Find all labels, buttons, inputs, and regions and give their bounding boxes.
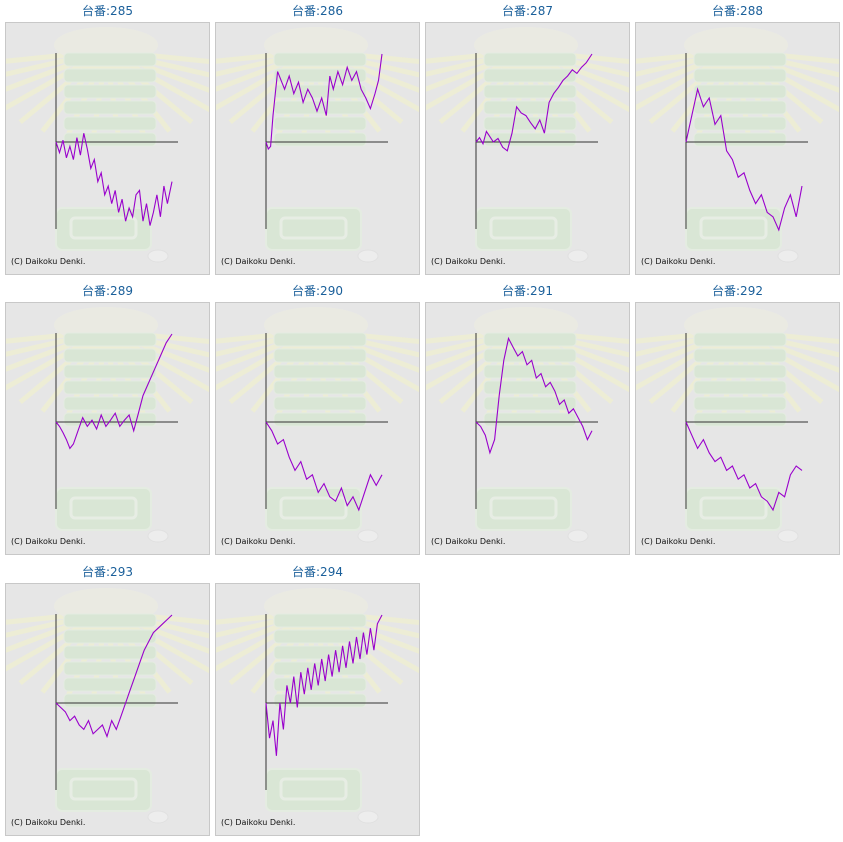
background-illustration [6,588,209,824]
chart-title[interactable]: 台番:294 [292,565,343,579]
slump-graph [6,307,209,543]
background-illustration [216,307,419,543]
chart-cell: 台番:293 (C) Daikoku Denki. [5,561,210,836]
chart-cell: 台番:288 (C) Daikoku Denki. [635,0,840,275]
series-line [55,133,173,226]
chart-cell: 台番:285 (C) Daikoku Denki. [5,0,210,275]
series-line [55,614,173,739]
chart-panel: (C) Daikoku Denki. [215,583,420,836]
background-illustration [426,27,629,263]
slump-graph [636,307,839,543]
chart-title[interactable]: 台番:285 [82,4,133,18]
chart-panel: (C) Daikoku Denki. [5,583,210,836]
series-line [265,614,383,756]
background-illustration [636,27,839,263]
series-line [685,421,803,512]
chart-panel: (C) Daikoku Denki. [635,302,840,555]
slump-graph [216,27,419,263]
chart-panel: (C) Daikoku Denki. [5,22,210,275]
chart-panel: (C) Daikoku Denki. [425,302,630,555]
chart-panel: (C) Daikoku Denki. [635,22,840,275]
copyright-text: (C) Daikoku Denki. [221,537,296,546]
background-illustration [426,307,629,543]
chart-cell: 台番:286 (C) Daikoku Denki. [215,0,420,275]
chart-title[interactable]: 台番:286 [292,4,343,18]
chart-title[interactable]: 台番:288 [712,4,763,18]
slump-graph [216,588,419,824]
slump-graph [216,307,419,543]
slump-graph [636,27,839,263]
slump-graph [6,27,209,263]
chart-cell: 台番:292 (C) Daikoku Denki. [635,280,840,555]
copyright-text: (C) Daikoku Denki. [221,257,296,266]
series-line [685,87,803,232]
series-line [475,53,593,152]
series-line [475,336,593,455]
chart-cell: 台番:287 (C) Daikoku Denki. [425,0,630,275]
chart-title[interactable]: 台番:292 [712,284,763,298]
slump-graph [426,307,629,543]
copyright-text: (C) Daikoku Denki. [11,818,86,827]
background-illustration [216,588,419,824]
chart-panel: (C) Daikoku Denki. [215,22,420,275]
chart-title[interactable]: 台番:287 [502,4,553,18]
chart-panel: (C) Daikoku Denki. [5,302,210,555]
series-line [55,333,173,450]
chart-cell: 台番:290 (C) Daikoku Denki. [215,280,420,555]
background-illustration [6,307,209,543]
chart-panel: (C) Daikoku Denki. [425,22,630,275]
chart-title[interactable]: 台番:291 [502,284,553,298]
slump-graph [6,588,209,824]
copyright-text: (C) Daikoku Denki. [11,537,86,546]
background-illustration [216,27,419,263]
chart-title[interactable]: 台番:290 [292,284,343,298]
chart-title[interactable]: 台番:289 [82,284,133,298]
copyright-text: (C) Daikoku Denki. [641,537,716,546]
series-line [265,421,383,512]
copyright-text: (C) Daikoku Denki. [431,257,506,266]
background-illustration [6,27,209,263]
copyright-text: (C) Daikoku Denki. [11,257,86,266]
chart-cell: 台番:289 (C) Daikoku Denki. [5,280,210,555]
copyright-text: (C) Daikoku Denki. [431,537,506,546]
series-line [265,53,383,151]
slump-graph [426,27,629,263]
chart-title[interactable]: 台番:293 [82,565,133,579]
chart-panel: (C) Daikoku Denki. [215,302,420,555]
copyright-text: (C) Daikoku Denki. [641,257,716,266]
copyright-text: (C) Daikoku Denki. [221,818,296,827]
chart-cell: 台番:294 (C) Daikoku Denki. [215,561,420,836]
chart-cell: 台番:291 (C) Daikoku Denki. [425,280,630,555]
background-illustration [636,307,839,543]
